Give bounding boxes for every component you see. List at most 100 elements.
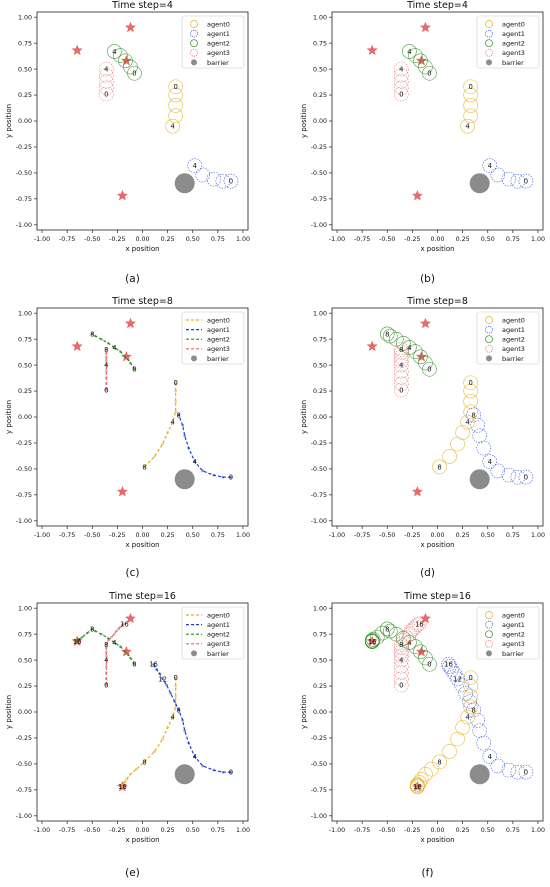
agent-circle: [455, 720, 470, 735]
x-tick-label: 0.00: [430, 236, 444, 243]
agent-circle: [406, 621, 421, 637]
agent-circle: [394, 648, 409, 664]
x-tick-label: 1.00: [236, 532, 250, 539]
step-label: 0: [427, 70, 431, 78]
agent-circle: [463, 699, 478, 715]
subplot-title: Time step=4: [111, 0, 173, 11]
trajectory-point: [75, 640, 79, 643]
x-tick-label: 0.75: [506, 236, 520, 243]
step-label: 8: [90, 330, 94, 338]
legend-swatch: [190, 39, 198, 48]
agent-circle: [99, 61, 114, 77]
legend-swatch: [485, 344, 493, 353]
agent-circle: [450, 731, 465, 747]
trajectory-point: [125, 778, 128, 781]
legend-label: agent3: [207, 640, 230, 648]
agent-circle: [510, 173, 526, 189]
subplot-title: Time step=16: [108, 591, 176, 602]
trajectory-point: [174, 400, 177, 403]
agent-circle: [442, 659, 457, 674]
trajectory-agent3: 048: [394, 342, 409, 398]
x-tick-label: 0.50: [481, 827, 495, 834]
legend-swatch: [485, 39, 493, 48]
y-tick-label: 0.25: [18, 92, 32, 99]
trajectory-point: [173, 700, 176, 703]
trajectory-point: [129, 361, 132, 365]
agent-circle: [402, 626, 417, 642]
step-label: 0: [229, 769, 233, 777]
y-tick-label: -0.25: [16, 144, 32, 151]
agent-circle: [364, 634, 380, 649]
trajectory-point: [165, 683, 168, 687]
agent-circle: [394, 665, 409, 680]
trajectory-agent1: 04: [187, 158, 239, 189]
trajectory-agent2: 04: [402, 44, 437, 81]
x-tick-label: -0.75: [59, 532, 75, 539]
y-tick-label: -0.75: [311, 787, 327, 794]
step-label: 8: [437, 463, 441, 471]
goal-star: [71, 340, 83, 352]
trajectory-point: [133, 367, 136, 371]
agent-circle: [394, 357, 409, 373]
goal-star: [120, 55, 132, 66]
trajectory-agent2: 048: [379, 326, 437, 377]
legend-swatch: [485, 48, 493, 57]
step-label: 4: [104, 657, 108, 665]
agent-circle: [418, 355, 433, 371]
trajectory-point: [105, 665, 108, 668]
step-label: 4: [407, 639, 411, 647]
trajectory-point: [105, 363, 108, 367]
trajectory-point: [193, 755, 197, 758]
y-tick-label: -0.75: [16, 787, 32, 794]
step-label: 4: [465, 123, 469, 131]
agent-circle: [463, 375, 478, 391]
y-tick-label: 1.00: [18, 605, 32, 612]
goal-star: [116, 189, 128, 201]
agent-circle: [463, 98, 478, 113]
x-tick-label: -1.00: [34, 532, 50, 539]
trajectory-point: [105, 658, 108, 662]
subplot-caption: (b): [420, 273, 435, 285]
subplot-a: Time step=4 -1.00 -0.75 -0.50 -0.25 0.00 0.25 0…: [5, 0, 250, 285]
y-tick-label: 1.00: [18, 310, 32, 317]
step-label: 8: [399, 641, 403, 649]
agent-circle: [510, 764, 526, 780]
trajectory-point: [174, 695, 177, 698]
x-tick-label: -1.00: [329, 532, 345, 539]
step-label: 0: [132, 70, 136, 78]
agent-circle: [394, 342, 409, 357]
trajectory-point: [124, 650, 127, 654]
trajectory-point: [187, 741, 191, 745]
legend-label: agent2: [207, 631, 230, 639]
step-label: 4: [465, 714, 469, 722]
y-tick-label: 0.75: [313, 336, 327, 343]
y-tick-label: -0.25: [311, 735, 327, 742]
trajectory-point: [123, 622, 126, 626]
agent-circle: [365, 632, 381, 647]
agent-circle: [394, 376, 409, 392]
agent-circle: [472, 428, 488, 443]
x-tick-label: 1.00: [531, 236, 545, 243]
legend-swatch: [190, 48, 198, 57]
y-tick-label: -1.00: [311, 813, 327, 820]
trajectory-line: [144, 382, 177, 468]
x-axis-label: x position: [420, 245, 454, 253]
step-label: 4: [488, 162, 492, 170]
legend-label: agent1: [502, 621, 525, 629]
step-label: 4: [407, 344, 411, 352]
x-tick-label: 0.75: [211, 827, 225, 834]
agent-circle: [482, 454, 498, 469]
trajectory-point: [153, 455, 156, 458]
step-label: 8: [385, 330, 389, 338]
y-tick-label: 0.50: [18, 66, 32, 73]
legend-box: [181, 311, 245, 365]
legend-swatch: [485, 29, 493, 38]
agent-circle: [379, 621, 395, 637]
y-tick-label: -0.50: [16, 761, 32, 768]
goal-star: [419, 612, 431, 624]
agent-circle: [404, 623, 419, 639]
agent-circle: [412, 775, 427, 790]
